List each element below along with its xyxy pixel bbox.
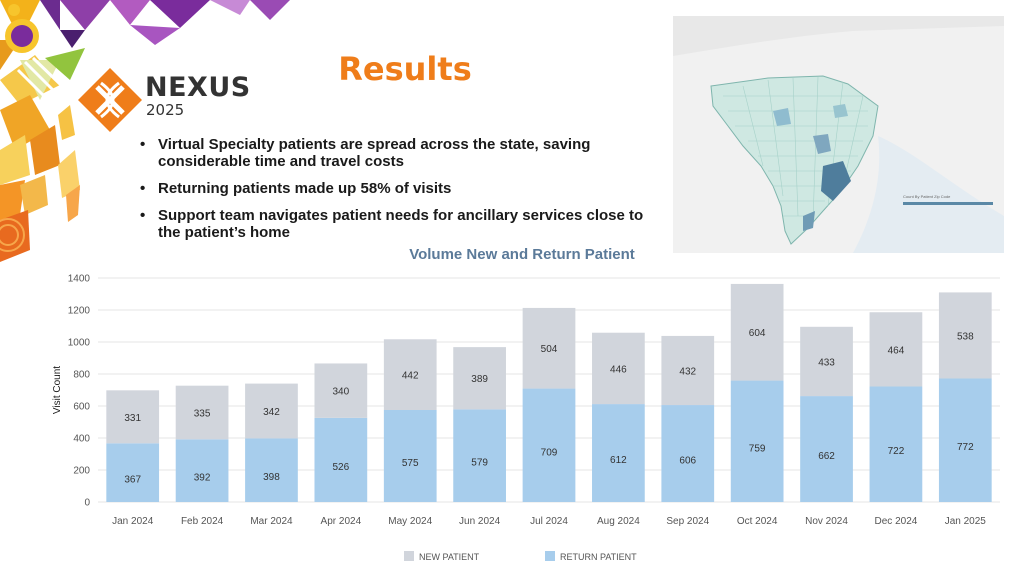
legend-label: RETURN PATIENT	[560, 552, 637, 562]
x-tick-label: Oct 2024	[737, 516, 778, 527]
bar-return-patient	[314, 417, 368, 502]
y-tick-label: 800	[73, 370, 90, 381]
volume-chart: Volume New and Return Patient 0 200 400 600…	[52, 246, 1000, 562]
legend-swatch	[545, 551, 555, 561]
data-label-new: 538	[957, 331, 974, 342]
x-tick-label: Apr 2024	[321, 516, 362, 527]
data-label-new: 442	[402, 371, 419, 382]
map-legend-title: Count By Patient Zip Code	[903, 194, 951, 199]
bar-new-patient	[730, 283, 784, 381]
slide-title: Results	[338, 50, 472, 88]
data-label-new: 464	[888, 345, 905, 356]
bar-return-patient	[592, 404, 645, 502]
bar-return-patient	[938, 378, 992, 502]
bar-return-patient	[730, 380, 784, 502]
x-tick-label: Sep 2024	[666, 516, 709, 527]
data-label-new: 331	[124, 413, 141, 424]
bar-new-patient	[661, 335, 715, 406]
data-label-new: 446	[610, 364, 627, 375]
bar-return-patient	[661, 405, 715, 502]
bar-return-patient	[383, 410, 437, 502]
x-tick-label: Mar 2024	[250, 516, 293, 527]
logo-text: NEXUS	[145, 72, 251, 103]
bullet-item-support: Support team navigates patient needs for…	[138, 207, 668, 241]
data-label-return: 662	[818, 451, 835, 462]
data-label-return: 392	[194, 473, 211, 484]
data-label-new: 433	[818, 357, 835, 368]
bar-return-patient	[522, 388, 576, 502]
chart-title: Volume New and Return Patient	[409, 246, 635, 263]
bar-return-patient	[106, 443, 160, 502]
y-tick-label: 1200	[68, 306, 91, 317]
data-label-new: 504	[541, 344, 558, 355]
bullet-item-statewide: Virtual Specialty patients are spread ac…	[138, 136, 668, 170]
y-tick-label: 0	[84, 498, 90, 509]
bar-new-patient	[800, 326, 853, 397]
x-tick-label: Aug 2024	[597, 516, 640, 527]
data-label-return: 575	[402, 458, 419, 469]
y-axis-label: Visit Count	[52, 366, 63, 414]
data-label-return: 367	[124, 475, 141, 486]
bar-return-patient	[800, 396, 853, 502]
bar-new-patient	[314, 363, 368, 418]
data-label-return: 526	[333, 462, 350, 473]
y-tick-label: 1000	[68, 338, 91, 349]
data-label-return: 709	[541, 447, 558, 458]
x-tick-label: Jun 2024	[459, 516, 501, 527]
y-tick-label: 1400	[68, 274, 91, 285]
data-label-return: 398	[263, 472, 280, 483]
bar-new-patient	[383, 339, 437, 410]
y-tick-label: 400	[73, 434, 90, 445]
bar-new-patient	[522, 307, 576, 389]
data-label-return: 772	[957, 442, 974, 453]
data-label-new: 604	[749, 328, 766, 339]
bullet-list: Virtual Specialty patients are spread ac…	[138, 136, 668, 251]
bar-new-patient	[245, 383, 298, 439]
bar-return-patient	[245, 438, 298, 502]
bar-new-patient	[938, 292, 992, 379]
data-label-new: 340	[333, 387, 350, 398]
bullet-item-returning: Returning patients made up 58% of visits	[138, 180, 668, 197]
bar-new-patient	[869, 312, 923, 387]
x-tick-label: Dec 2024	[875, 516, 918, 527]
legend-swatch	[404, 551, 414, 561]
x-tick-label: May 2024	[388, 516, 432, 527]
legend-label: NEW PATIENT	[419, 552, 480, 562]
nexus-logo-icon	[78, 68, 142, 132]
bar-new-patient	[453, 347, 506, 410]
x-tick-label: Nov 2024	[805, 516, 848, 527]
decorative-banner	[0, 0, 290, 262]
x-tick-label: Jan 2024	[112, 516, 154, 527]
bar-new-patient	[592, 332, 645, 405]
bar-new-patient	[106, 390, 160, 444]
data-label-new: 432	[679, 366, 696, 377]
bar-return-patient	[453, 409, 506, 502]
y-tick-label: 600	[73, 402, 90, 413]
x-tick-label: Feb 2024	[181, 516, 224, 527]
data-label-return: 612	[610, 455, 627, 466]
data-label-return: 606	[679, 456, 696, 467]
bar-new-patient	[175, 385, 229, 440]
x-tick-label: Jul 2024	[530, 516, 568, 527]
data-label-return: 759	[749, 443, 766, 454]
patient-zip-map: Count By Patient Zip Code	[673, 16, 1004, 253]
y-tick-label: 200	[73, 466, 90, 477]
data-label-return: 722	[888, 446, 905, 457]
data-label-new: 335	[194, 408, 211, 419]
data-label-return: 579	[471, 458, 488, 469]
bar-return-patient	[869, 386, 923, 502]
x-tick-label: Jan 2025	[945, 516, 987, 527]
bar-return-patient	[175, 439, 229, 502]
data-label-new: 342	[263, 407, 280, 418]
logo-year: 2025	[146, 101, 185, 119]
data-label-new: 389	[471, 374, 488, 385]
